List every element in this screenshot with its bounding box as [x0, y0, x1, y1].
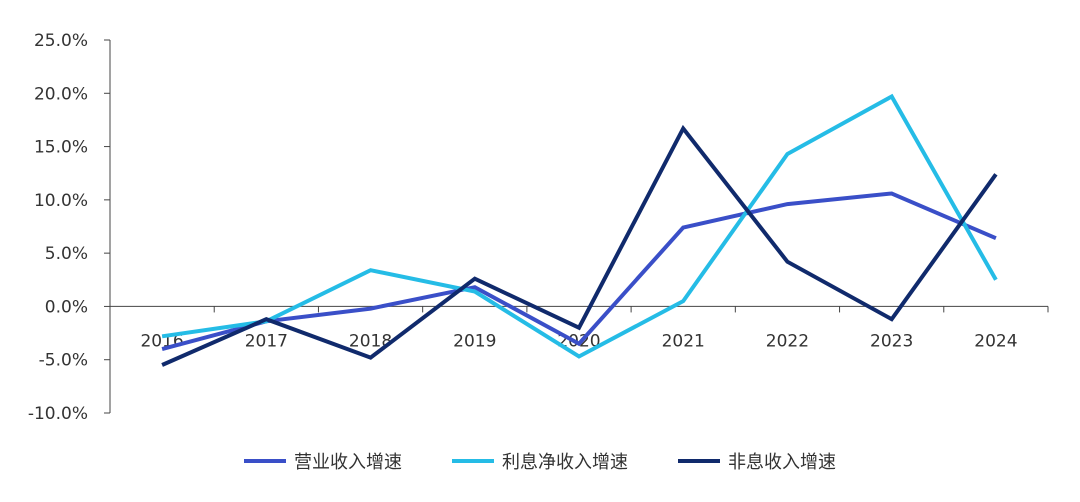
series-line-1 — [161, 191, 997, 352]
y-tick-label: 5.0% — [45, 244, 88, 264]
y-tick-label: 20.0% — [34, 84, 88, 104]
legend: 营业收入增速 利息净收入增速 非息收入增速 — [244, 452, 836, 473]
x-tick-label: 2023 — [870, 331, 913, 351]
y-tick-label: -10.0% — [28, 404, 88, 424]
x-tick-label: 2018 — [349, 331, 392, 351]
legend-item-1: 营业收入增速 — [244, 452, 402, 473]
x-tick-label: 2021 — [662, 331, 705, 351]
y-tick-label: 0.0% — [45, 297, 88, 317]
series-line-3 — [161, 124, 998, 367]
legend-item-3: 非息收入增速 — [678, 452, 836, 473]
x-tick-label: 2019 — [453, 331, 496, 351]
y-tick-label: 10.0% — [34, 191, 88, 211]
x-tick-label: 2017 — [245, 331, 288, 351]
axes-layer — [104, 39, 1049, 414]
legend-label: 非息收入增速 — [728, 452, 836, 473]
y-tick-label: 25.0% — [34, 31, 88, 51]
y-tick-label: -5.0% — [39, 351, 88, 371]
y-tick-labels: -10.0% -5.0% 0.0% 5.0% 10.0% 15.0% 20.0% 25.0% — [28, 31, 88, 424]
legend-item-2: 利息净收入增速 — [452, 452, 628, 473]
series-line-2 — [161, 93, 998, 359]
series-lines — [161, 93, 998, 367]
x-tick-label: 2024 — [974, 331, 1017, 351]
x-tick-labels: 2016 2017 2018 2019 2020 2021 2022 2023 2024 — [140, 331, 1017, 351]
legend-label: 营业收入增速 — [294, 452, 402, 473]
y-tick-label: 15.0% — [34, 138, 88, 158]
x-tick-label: 2022 — [766, 331, 809, 351]
legend-label: 利息净收入增速 — [502, 452, 628, 473]
